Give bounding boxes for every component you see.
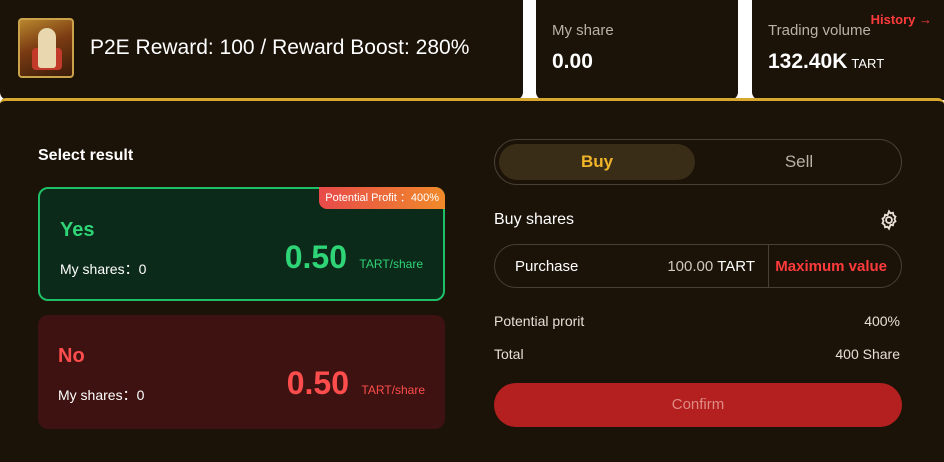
purchase-unit: TART bbox=[717, 258, 755, 275]
total-value: 400 Share bbox=[835, 346, 900, 362]
reward-text: P2E Reward: 100 / Reward Boost: 280% bbox=[90, 36, 470, 59]
reward-header-card: P2E Reward: 100 / Reward Boost: 280% bbox=[0, 0, 523, 100]
option-yes-unit: TART/share bbox=[359, 257, 423, 271]
buy-sell-toggle: Buy Sell bbox=[494, 139, 902, 185]
option-no-unit: TART/share bbox=[361, 383, 425, 397]
purchase-amount[interactable]: 100.00 TART bbox=[667, 258, 755, 275]
tab-buy[interactable]: Buy bbox=[499, 144, 695, 180]
option-no-title: No bbox=[58, 345, 85, 367]
purchase-value: 100.00 bbox=[667, 258, 714, 275]
my-share-value: 0.00 bbox=[552, 50, 593, 73]
total-label: Total bbox=[494, 346, 524, 362]
potential-profit-label: Potential prorit bbox=[494, 313, 585, 329]
confirm-button[interactable]: Confirm bbox=[494, 383, 902, 427]
option-yes-title: Yes bbox=[60, 219, 95, 241]
trading-volume-value: 132.40K TART bbox=[768, 50, 884, 74]
purchase-label: Purchase bbox=[515, 258, 579, 275]
trade-panel: Select result Potential Profit ：400% Yes… bbox=[0, 98, 944, 462]
potential-profit-value: 400% bbox=[864, 313, 900, 329]
option-yes-card[interactable]: Potential Profit ：400% Yes My shares：0 0… bbox=[38, 187, 445, 301]
option-no-price: 0.50 bbox=[286, 365, 349, 401]
select-result-title: Select result bbox=[38, 147, 134, 164]
total-row: Total 400 Share bbox=[494, 346, 902, 362]
trading-volume-amount: 132.40K bbox=[768, 50, 848, 73]
trading-volume-card: History → Trading volume 132.40K TART bbox=[752, 0, 944, 100]
tarot-card-image bbox=[18, 18, 74, 78]
maximum-value-button[interactable]: Maximum value bbox=[775, 258, 887, 275]
tab-sell[interactable]: Sell bbox=[784, 152, 814, 171]
my-share-label: My share bbox=[552, 22, 614, 39]
purchase-input[interactable]: Purchase 100.00 TART Maximum value bbox=[494, 244, 902, 288]
gear-icon[interactable] bbox=[878, 209, 900, 231]
history-link[interactable]: History → bbox=[870, 12, 932, 27]
buy-shares-title: Buy shares bbox=[494, 211, 575, 228]
purchase-divider bbox=[768, 245, 769, 287]
option-no-card[interactable]: No My shares：0 0.50 TART/share bbox=[38, 315, 445, 429]
trading-volume-unit: TART bbox=[851, 56, 885, 71]
trading-volume-label: Trading volume bbox=[768, 22, 871, 39]
potential-profit-row: Potential prorit 400% bbox=[494, 313, 902, 329]
potential-profit-badge: Potential Profit ：400% bbox=[319, 187, 445, 209]
option-yes-my-shares: My shares：0 bbox=[60, 261, 147, 277]
option-no-my-shares: My shares：0 bbox=[58, 387, 145, 403]
option-yes-price: 0.50 bbox=[284, 239, 347, 275]
my-share-card: My share 0.00 bbox=[536, 0, 738, 100]
